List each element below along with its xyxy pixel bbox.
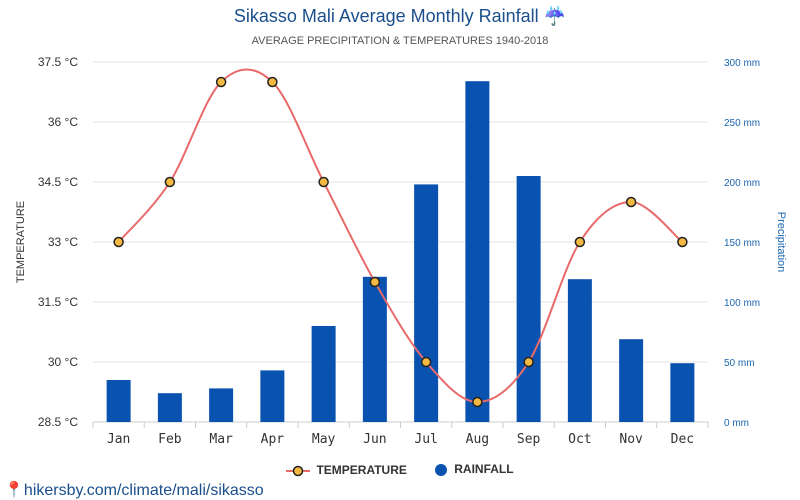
legend-item-temperature[interactable]: TEMPERATURE (286, 462, 407, 477)
rainfall-bar (414, 184, 439, 422)
x-tick-label: Jul (414, 432, 437, 447)
x-tick-label: Sep (517, 432, 541, 447)
temperature-point (369, 276, 381, 288)
temperature-point (113, 236, 124, 248)
umbrella-icon: ☔ (543, 6, 567, 26)
temperature-legend-icon (286, 465, 311, 476)
x-tick-label: Feb (158, 432, 182, 447)
x-tick-label: Jun (363, 432, 386, 447)
x-tick-label: Apr (261, 432, 285, 447)
x-tick-label: Dec (671, 432, 694, 447)
chart-subtitle: AVERAGE PRECIPITATION & TEMPERATURES 194… (251, 35, 549, 47)
temperature-point (677, 236, 688, 248)
temperature-point (472, 396, 483, 408)
left-tick-label: 34.5 °C (38, 175, 78, 189)
x-tick-label: Oct (568, 432, 591, 447)
left-tick-label: 31.5 °C (38, 295, 78, 309)
source-footer[interactable]: 📍hikersby.com/climate/mali/sikasso (4, 480, 264, 500)
right-tick-label: 200 mm (724, 178, 760, 189)
rainfall-bar (516, 176, 541, 422)
right-tick-label: 100 mm (724, 298, 760, 309)
left-tick-label: 28.5 °C (38, 415, 78, 429)
temperature-point (523, 356, 534, 368)
left-tick-label: 30 °C (48, 355, 78, 369)
temperature-point (625, 196, 637, 208)
right-axis-label: Precipitation (775, 212, 787, 273)
rainfall-bar (362, 276, 387, 422)
legend-label-rainfall: RAINFALL (454, 462, 514, 477)
x-tick-label: May (312, 432, 336, 447)
rainfall-legend-icon (435, 464, 448, 477)
legend-item-rainfall[interactable]: RAINFALL (434, 462, 514, 477)
left-tick-label: 33 °C (48, 235, 78, 249)
x-tick-label: Aug (466, 432, 489, 447)
gridlines (92, 61, 709, 428)
rainfall-bar (106, 380, 131, 422)
right-tick-label: 150 mm (724, 238, 760, 249)
x-axis-ticks: Jan Feb Mar Apr May Jun Jul Aug Sep Oct Nov Dec (107, 432, 694, 447)
temperature-line (117, 68, 684, 404)
chart-title-text: Sikasso Mali Average Monthly Rainfall (233, 6, 539, 26)
temperature-point (215, 76, 227, 88)
rainfall-bar (311, 326, 336, 422)
left-axis-label: TEMPERATURE (15, 201, 27, 283)
pin-icon: 📍 (4, 482, 24, 499)
rainfall-bar (619, 339, 644, 422)
right-axis-ticks: 0 mm 50 mm 100 mm 150 mm 200 mm 250 mm 300 mm (724, 58, 760, 429)
temperature-point (164, 176, 176, 188)
chart-legend: TEMPERATURE RAINFALL (0, 462, 800, 477)
rainfall-bars (106, 81, 695, 422)
right-tick-label: 0 mm (724, 418, 749, 429)
x-tick-label: Nov (619, 432, 643, 447)
temperature-point (420, 356, 432, 368)
right-tick-label: 250 mm (724, 118, 760, 129)
right-tick-label: 300 mm (724, 58, 760, 69)
temperature-point (574, 236, 586, 248)
rainfall-bar (567, 279, 592, 422)
x-tick-label: Mar (209, 432, 233, 447)
rainfall-bar (670, 363, 695, 422)
temperature-series-line (117, 68, 684, 404)
chart-title: Sikasso Mali Average Monthly Rainfall ☔ (0, 6, 800, 27)
left-tick-label: 36 °C (48, 115, 78, 129)
rainfall-bar (209, 388, 234, 422)
temperature-markers (113, 76, 688, 408)
rainfall-bar (157, 393, 182, 422)
left-axis-ticks: 28.5 °C 30 °C 31.5 °C 33 °C 34.5 °C 36 °C 37.5… (38, 55, 78, 429)
temperature-point (267, 76, 278, 88)
source-link[interactable]: hikersby.com/climate/mali/sikasso (23, 482, 264, 499)
x-tick-label: Jan (107, 432, 130, 447)
rainfall-bar (260, 370, 285, 422)
right-tick-label: 50 mm (724, 358, 755, 369)
temperature-point (318, 176, 329, 188)
legend-label-temperature: TEMPERATURE (316, 462, 407, 477)
left-tick-label: 37.5 °C (38, 55, 78, 69)
rainfall-bar (465, 81, 490, 422)
